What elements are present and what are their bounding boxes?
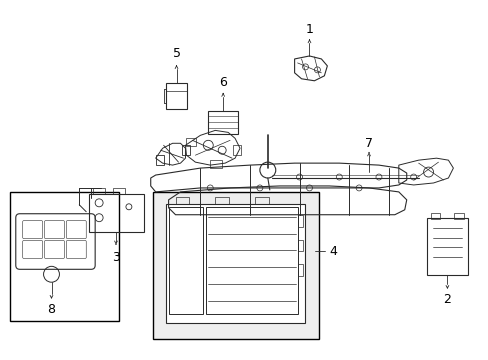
Bar [165, 83, 187, 109]
Text: 2: 2 [443, 293, 450, 306]
Bar [89, 194, 143, 231]
Bar [426, 218, 468, 275]
Bar [453, 213, 463, 219]
Text: 8: 8 [47, 303, 55, 316]
Bar [208, 111, 238, 134]
Bar [254, 197, 268, 204]
Text: 5: 5 [172, 48, 180, 60]
Text: 3: 3 [112, 251, 120, 264]
Bar [175, 197, 189, 204]
Bar [297, 215, 302, 227]
Bar [152, 192, 319, 339]
Text: 4: 4 [329, 245, 337, 258]
Bar [215, 197, 229, 204]
Bar [10, 192, 119, 321]
Bar [168, 207, 203, 314]
Bar [210, 160, 222, 168]
Bar [165, 204, 304, 323]
Bar [297, 264, 302, 276]
Bar [233, 145, 241, 155]
Bar [429, 213, 440, 219]
Bar [186, 138, 196, 146]
Bar [155, 155, 163, 165]
Bar [297, 239, 302, 251]
Text: 6: 6 [219, 76, 226, 89]
Bar [182, 145, 190, 155]
Bar [206, 207, 297, 314]
Bar [93, 188, 105, 194]
Text: 7: 7 [364, 137, 372, 150]
Bar [113, 188, 124, 194]
Text: 1: 1 [305, 23, 313, 36]
